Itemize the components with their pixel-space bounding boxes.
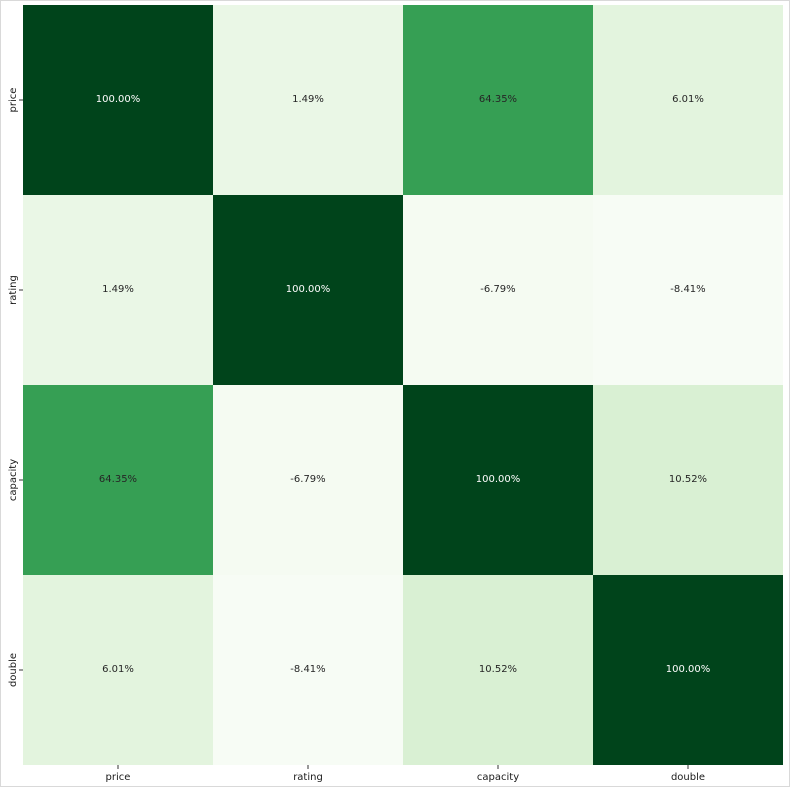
y-tick-label-double: double <box>8 653 19 687</box>
heatmap-cell-double-rating <box>213 575 403 765</box>
cell-annotation-capacity-double: 10.52% <box>669 474 707 485</box>
heatmap-cell-capacity-capacity <box>403 385 593 575</box>
y-axis: price rating capacity double <box>8 88 23 687</box>
heatmap-cell-rating-double <box>593 195 783 385</box>
cell-annotation-double-double: 100.00% <box>666 664 711 675</box>
heatmap-cell-capacity-price <box>23 385 213 575</box>
heatmap-cell-rating-rating <box>213 195 403 385</box>
heatmap-cell-rating-price <box>23 195 213 385</box>
heatmap-cell-price-rating <box>213 5 403 195</box>
x-tick-label-double: double <box>671 772 705 783</box>
x-axis: price rating capacity double <box>106 765 705 783</box>
x-tick-label-capacity: capacity <box>477 772 519 783</box>
cell-annotation-rating-capacity: -6.79% <box>480 284 515 295</box>
heatmap-annotations: 100.00% 1.49% 64.35% 6.01% 1.49% 100.00% -6.79… <box>96 94 711 675</box>
x-tick-label-price: price <box>106 772 131 783</box>
heatmap-cell-double-price <box>23 575 213 765</box>
heatmap-cell-double-capacity <box>403 575 593 765</box>
heatmap-cell-capacity-rating <box>213 385 403 575</box>
heatmap-cell-double-double <box>593 575 783 765</box>
heatmap-cells <box>23 5 783 765</box>
heatmap-cell-price-double <box>593 5 783 195</box>
cell-annotation-rating-rating: 100.00% <box>286 284 331 295</box>
cell-annotation-price-rating: 1.49% <box>292 94 324 105</box>
heatmap-cell-price-capacity <box>403 5 593 195</box>
cell-annotation-rating-double: -8.41% <box>670 284 705 295</box>
cell-annotation-double-capacity: 10.52% <box>479 664 517 675</box>
cell-annotation-price-capacity: 64.35% <box>479 94 517 105</box>
cell-annotation-double-price: 6.01% <box>102 664 134 675</box>
cell-annotation-capacity-capacity: 100.00% <box>476 474 521 485</box>
cell-annotation-rating-price: 1.49% <box>102 284 134 295</box>
cell-annotation-price-double: 6.01% <box>672 94 704 105</box>
cell-annotation-capacity-price: 64.35% <box>99 474 137 485</box>
y-tick-label-capacity: capacity <box>8 459 19 501</box>
heatmap-cell-capacity-double <box>593 385 783 575</box>
heatmap-cell-price-price <box>23 5 213 195</box>
heatmap-cell-rating-capacity <box>403 195 593 385</box>
cell-annotation-double-rating: -8.41% <box>290 664 325 675</box>
x-tick-label-rating: rating <box>293 772 323 783</box>
y-tick-label-rating: rating <box>8 275 19 305</box>
cell-annotation-price-price: 100.00% <box>96 94 141 105</box>
cell-annotation-capacity-rating: -6.79% <box>290 474 325 485</box>
y-tick-label-price: price <box>8 88 19 113</box>
